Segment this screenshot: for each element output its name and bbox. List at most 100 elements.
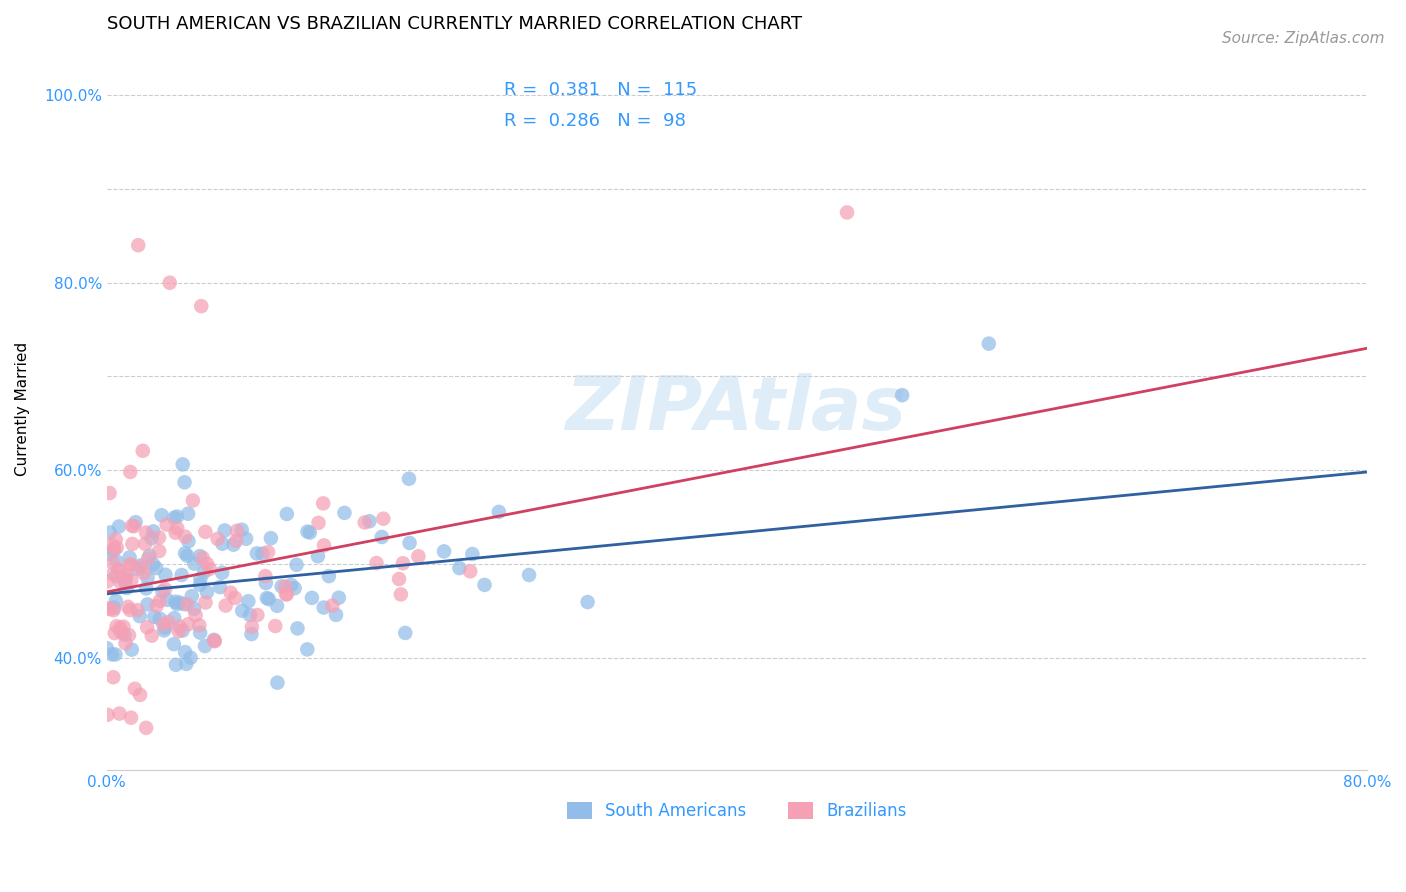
- Point: [120, 711, 142, 725]
- Point: [129, 558, 152, 573]
- Point: [449, 561, 471, 575]
- Point: [214, 524, 236, 538]
- Text: SOUTH AMERICAN VS BRAZILIAN CURRENTLY MARRIED CORRELATION CHART: SOUTH AMERICAN VS BRAZILIAN CURRENTLY MA…: [107, 15, 801, 33]
- Point: [188, 625, 211, 640]
- Point: [194, 639, 217, 653]
- Point: [159, 276, 181, 290]
- Point: [103, 543, 125, 558]
- Point: [202, 632, 225, 647]
- Point: [176, 597, 198, 611]
- Point: [226, 524, 249, 538]
- Point: [107, 562, 129, 576]
- Point: [193, 565, 215, 579]
- Point: [103, 541, 125, 556]
- Point: [225, 533, 247, 548]
- Point: [96, 641, 118, 656]
- Point: [389, 587, 412, 601]
- Point: [222, 538, 245, 552]
- Point: [246, 546, 269, 560]
- Point: [105, 555, 128, 569]
- Point: [165, 525, 187, 540]
- Point: [127, 603, 149, 617]
- Point: [97, 547, 120, 561]
- Point: [333, 506, 356, 520]
- Point: [328, 591, 350, 605]
- Point: [246, 607, 269, 622]
- Point: [195, 557, 218, 571]
- Point: [165, 657, 187, 672]
- Point: [149, 612, 172, 626]
- Point: [408, 549, 430, 564]
- Point: [141, 629, 163, 643]
- Point: [256, 591, 278, 605]
- Point: [112, 620, 135, 634]
- Point: [398, 536, 420, 550]
- Point: [153, 582, 176, 597]
- Point: [276, 587, 298, 601]
- Point: [166, 521, 188, 535]
- Point: [103, 600, 125, 615]
- Point: [101, 556, 124, 570]
- Legend: South Americans, Brazilians: South Americans, Brazilians: [560, 795, 914, 827]
- Point: [198, 562, 221, 576]
- Point: [103, 670, 125, 684]
- Point: [321, 599, 343, 613]
- Point: [177, 507, 200, 521]
- Point: [124, 515, 146, 529]
- Point: [180, 650, 202, 665]
- Point: [188, 549, 211, 563]
- Point: [157, 615, 180, 629]
- Point: [398, 472, 420, 486]
- Point: [252, 547, 274, 561]
- Point: [211, 566, 233, 580]
- Point: [96, 574, 118, 589]
- Point: [163, 510, 186, 524]
- Point: [284, 581, 307, 595]
- Point: [184, 608, 207, 623]
- Point: [461, 547, 484, 561]
- Point: [188, 577, 211, 591]
- Point: [257, 592, 280, 607]
- Point: [124, 681, 146, 696]
- Point: [134, 537, 156, 551]
- Point: [153, 621, 176, 635]
- Point: [174, 546, 197, 560]
- Point: [114, 628, 136, 642]
- Point: [104, 648, 127, 662]
- Point: [150, 508, 173, 523]
- Point: [163, 637, 186, 651]
- Point: [135, 525, 157, 540]
- Point: [145, 561, 167, 575]
- Point: [280, 578, 302, 592]
- Point: [270, 579, 292, 593]
- Point: [127, 238, 149, 252]
- Text: R =  0.381   N =  115: R = 0.381 N = 115: [503, 81, 697, 99]
- Point: [169, 620, 191, 634]
- Point: [312, 496, 335, 510]
- Point: [325, 607, 347, 622]
- Point: [136, 571, 159, 585]
- Point: [165, 595, 187, 609]
- Point: [96, 601, 118, 615]
- Text: Source: ZipAtlas.com: Source: ZipAtlas.com: [1222, 31, 1385, 46]
- Point: [235, 532, 257, 546]
- Point: [174, 657, 197, 671]
- Point: [120, 603, 142, 617]
- Point: [891, 388, 914, 402]
- Point: [254, 569, 277, 583]
- Point: [121, 518, 143, 533]
- Point: [194, 524, 217, 539]
- Point: [474, 578, 496, 592]
- Point: [366, 556, 388, 570]
- Point: [274, 587, 297, 601]
- Point: [101, 538, 124, 552]
- Point: [257, 545, 280, 559]
- Point: [163, 611, 186, 625]
- Point: [121, 537, 143, 551]
- Point: [120, 465, 142, 479]
- Point: [219, 585, 242, 599]
- Point: [488, 505, 510, 519]
- Point: [142, 558, 165, 572]
- Point: [135, 721, 157, 735]
- Point: [173, 597, 195, 611]
